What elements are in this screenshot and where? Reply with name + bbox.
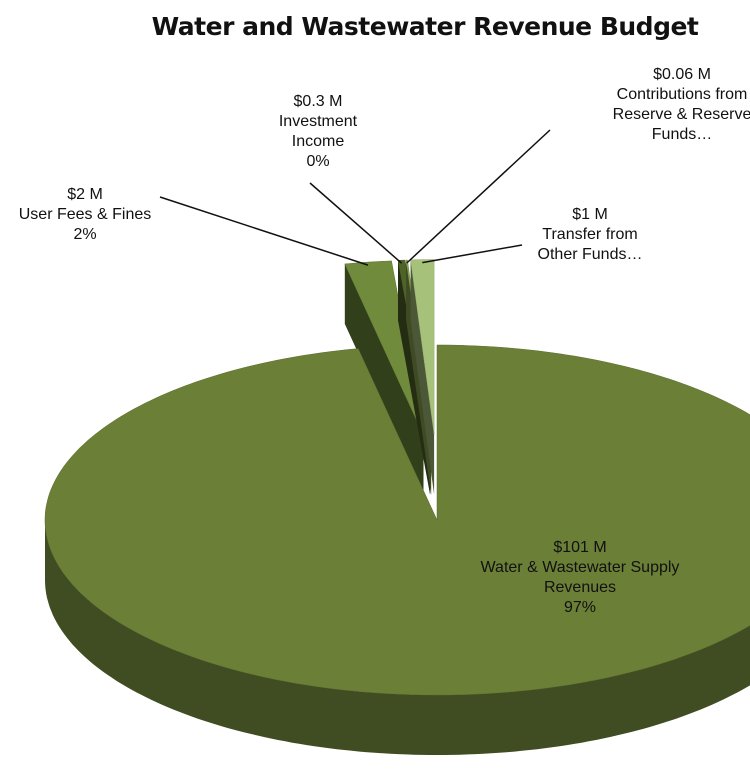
slice-face [410,259,435,495]
label-value: $101 M [553,539,607,556]
slice [344,260,424,436]
slice-face [344,263,424,496]
leader-line [422,244,523,264]
label-percent: 0% [306,153,330,170]
data-label: $0.3 M Investment Income 0% [268,92,368,172]
label-value: $2 M [67,186,103,203]
data-label: $101 M Water & Wastewater Supply Revenues… [455,538,705,618]
data-label: $2 M User Fees & Fines 2% [0,185,170,245]
label-category: Contributions from Reserve & Reserve Fun… [612,86,750,143]
slice [44,344,750,755]
data-label: $0.06 M Contributions from Reserve & Rese… [607,65,750,145]
label-value: $1 M [572,206,608,223]
leader-line [309,182,403,264]
label-category: Investment Income [278,113,358,150]
leader-line [406,129,551,264]
label-value: $0.3 M [293,93,343,110]
slice [44,344,750,696]
leader-line [159,196,369,266]
data-label: $1 M Transfer from Other Funds… [525,205,655,265]
label-percent: 97% [563,599,597,616]
label-category: Transfer from Other Funds… [537,226,643,263]
label-category: User Fees & Fines [18,206,152,223]
chart-title: Water and Wastewater Revenue Budget [151,12,699,41]
slice-side [45,520,750,755]
label-category: Water & Wastewater Supply Revenues [480,559,680,596]
label-value: $0.06 M [653,66,711,83]
label-percent: 2% [73,226,97,243]
